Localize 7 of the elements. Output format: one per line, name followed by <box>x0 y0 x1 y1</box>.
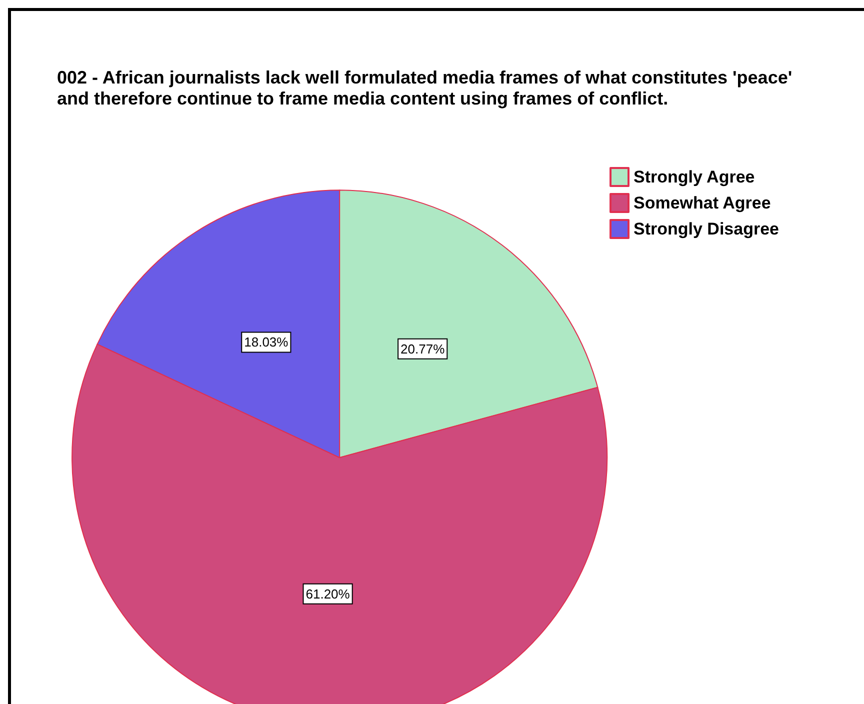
chart-title: 002 - African journalists lack well formulated media frames of what constitutes 'peace' and therefore continue to frame media content using frames of conflict. <box>57 68 798 108</box>
legend-label: Strongly Disagree <box>634 220 780 238</box>
legend-label: Somewhat Agree <box>634 194 771 212</box>
data-label: 61.20% <box>306 586 350 602</box>
data-label: 20.77% <box>400 341 446 356</box>
data-label: 18.03% <box>244 334 289 350</box>
legend-label: Strongly Agree <box>634 168 755 186</box>
